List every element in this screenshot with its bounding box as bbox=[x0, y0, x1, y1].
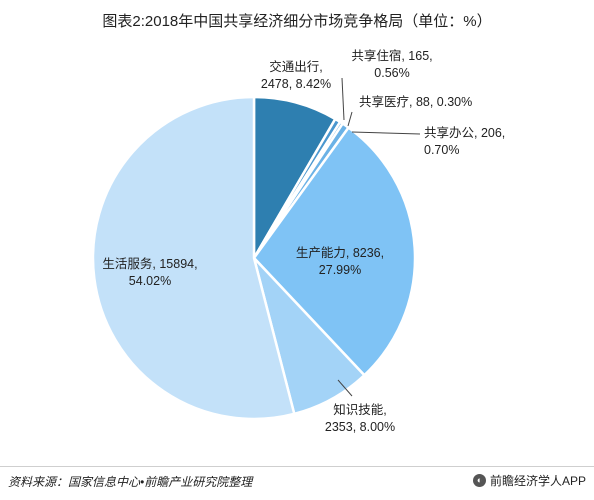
slice-label: 生活服务, 15894, 54.02% bbox=[102, 256, 197, 288]
slice-label-line: 共享住宿, 165, bbox=[351, 48, 432, 63]
qianzhan-logo-icon: ◐ bbox=[472, 474, 486, 487]
slice-label-line: 0.56% bbox=[374, 66, 409, 80]
brand-label: 前瞻经济学人APP bbox=[489, 474, 586, 488]
slice-label-line: 共享办公, 206, bbox=[424, 125, 505, 140]
slice-labels: 交通出行, 2478, 8.42% 共享住宿, 165, 0.56% 共享医疗, 88,… bbox=[102, 48, 505, 434]
slice-label-line: 生活服务, 15894, bbox=[102, 256, 197, 271]
slice-label: 交通出行, 2478, 8.42% bbox=[261, 59, 331, 91]
pie-chart: 交通出行, 2478, 8.42% 共享住宿, 165, 0.56% 共享医疗, 88,… bbox=[91, 48, 505, 434]
slice-label: 共享医疗, 88, 0.30% bbox=[359, 94, 472, 109]
slice-label-line: 2353, 8.00% bbox=[325, 420, 395, 434]
slice-label: 共享住宿, 165, 0.56% bbox=[351, 48, 432, 80]
slice-label: 共享办公, 206, 0.70% bbox=[424, 125, 505, 157]
leader-line bbox=[341, 77, 345, 121]
slice-label-line: 交通出行, bbox=[269, 59, 322, 74]
slice-label-line: 知识技能, bbox=[333, 403, 386, 417]
slice-label-line: 0.70% bbox=[424, 143, 459, 157]
leader-line bbox=[351, 131, 421, 135]
slice-label-line: 54.02% bbox=[129, 274, 171, 288]
source-note: 资料来源：国家信息中心•前瞻产业研究院整理 bbox=[8, 475, 253, 489]
pie-slices bbox=[91, 95, 417, 421]
slice-label-line: 27.99% bbox=[319, 263, 361, 277]
leader-line bbox=[347, 111, 353, 127]
brand: ◐ 前瞻经济学人APP bbox=[472, 472, 586, 489]
chart-title: 图表2:2018年中国共享经济细分市场竞争格局（单位：%） bbox=[102, 13, 492, 30]
pie-slice bbox=[252, 125, 417, 377]
pie-slice bbox=[91, 95, 296, 421]
slice-label: 知识技能, 2353, 8.00% bbox=[325, 403, 395, 434]
pie-slice bbox=[252, 95, 337, 263]
slice-label-line: 共享医疗, 88, 0.30% bbox=[359, 94, 472, 109]
footer-divider bbox=[0, 466, 594, 467]
leader-line bbox=[337, 379, 353, 397]
slice-label: 生产能力, 8236, 27.99% bbox=[296, 246, 384, 277]
slice-label-line: 2478, 8.42% bbox=[261, 77, 331, 91]
slice-label-line: 生产能力, 8236, bbox=[296, 246, 384, 260]
leader-lines bbox=[337, 77, 421, 397]
